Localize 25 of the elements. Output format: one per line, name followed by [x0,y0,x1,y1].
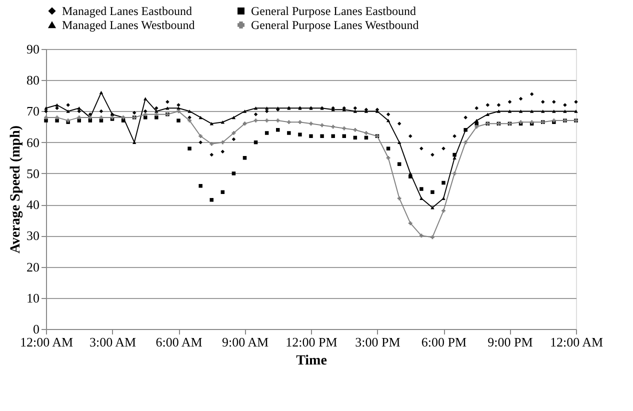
legend-label: General Purpose Lanes Westbound [251,18,419,32]
x-tick-label: 6:00 AM [156,334,203,350]
y-tick-label: 50 [26,166,40,181]
y-tick-label: 60 [26,134,40,150]
x-tick-label: 9:00 PM [488,334,534,350]
x-tick-label: 12:00 AM [20,334,74,350]
y-tick-label: 30 [26,228,40,244]
x-tick-label: 6:00 PM [421,334,468,350]
legend-label: General Purpose Lanes Eastbound [251,4,416,18]
x-axis-title: Time [296,354,327,368]
legend-label: Managed Lanes Westbound [62,18,195,32]
y-tick-label: 40 [26,197,40,212]
y-tick-label: 0 [33,322,40,336]
y-tick-label: 10 [26,290,40,306]
x-tick-label: 3:00 AM [89,334,136,350]
y-axis-title: Average Speed (mph) [8,125,24,254]
x-tick-label: 3:00 PM [355,334,401,350]
x-tick-label: 9:00 AM [222,334,269,350]
y-tick-label: 80 [26,72,40,88]
y-tick-label: 90 [26,42,40,56]
legend-label: Managed Lanes Eastbound [62,4,192,18]
x-tick-label: 12:00 PM [286,334,338,350]
y-tick-label: 20 [26,259,40,274]
y-tick-label: 70 [26,104,40,119]
x-tick-label: 12:00 AM [550,334,604,350]
